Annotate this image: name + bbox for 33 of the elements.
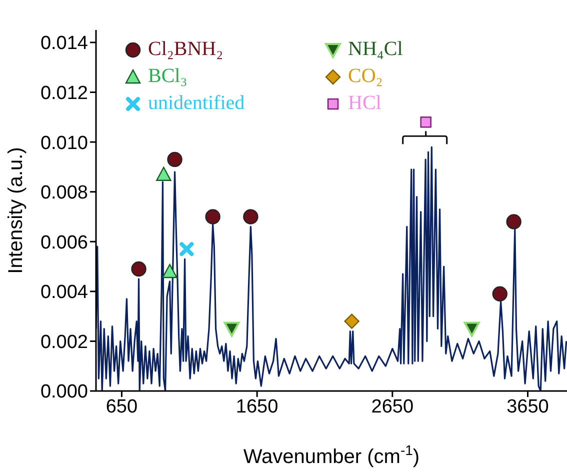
point bbox=[205, 209, 220, 224]
y-tick-label: 0.014 bbox=[40, 33, 88, 54]
point bbox=[243, 209, 258, 224]
point bbox=[420, 116, 432, 128]
x-tick-label: 1650 bbox=[236, 396, 278, 418]
point bbox=[156, 166, 172, 181]
x-axis-title: Wavenumber (cm$^{-1}$) bbox=[243, 442, 420, 468]
legend-label: unidentified bbox=[148, 92, 245, 115]
point bbox=[506, 214, 522, 230]
y-tick-label: 0.002 bbox=[40, 332, 88, 353]
x-tick-label: 2650 bbox=[371, 396, 414, 418]
point bbox=[167, 152, 182, 168]
point bbox=[162, 264, 178, 278]
y-tick-label: 0.008 bbox=[40, 182, 88, 204]
y-tick-label: 0.006 bbox=[40, 232, 88, 254]
point bbox=[464, 322, 480, 337]
y-tick-label: 0.012 bbox=[40, 82, 88, 104]
y-tick-label: 0.010 bbox=[40, 132, 88, 154]
y-tick-label: 0.004 bbox=[40, 282, 88, 304]
y-axis-title: Intensity (a.u.) bbox=[5, 147, 27, 274]
legend-label: BCl₃ bbox=[148, 65, 188, 88]
point bbox=[131, 261, 146, 277]
point bbox=[344, 314, 360, 329]
legend-label: HCl bbox=[348, 92, 382, 115]
legend-label: CO₂ bbox=[348, 65, 383, 88]
point bbox=[492, 286, 508, 302]
x-tick-label: 650 bbox=[106, 396, 138, 418]
point bbox=[180, 242, 194, 256]
legend-label: Cl₂BNH₂ bbox=[148, 38, 224, 61]
legend-label: NH₄Cl bbox=[348, 38, 403, 61]
x-tick-label: 3650 bbox=[506, 396, 549, 418]
y-tick-label: 0.000 bbox=[40, 382, 88, 403]
point bbox=[224, 322, 240, 337]
